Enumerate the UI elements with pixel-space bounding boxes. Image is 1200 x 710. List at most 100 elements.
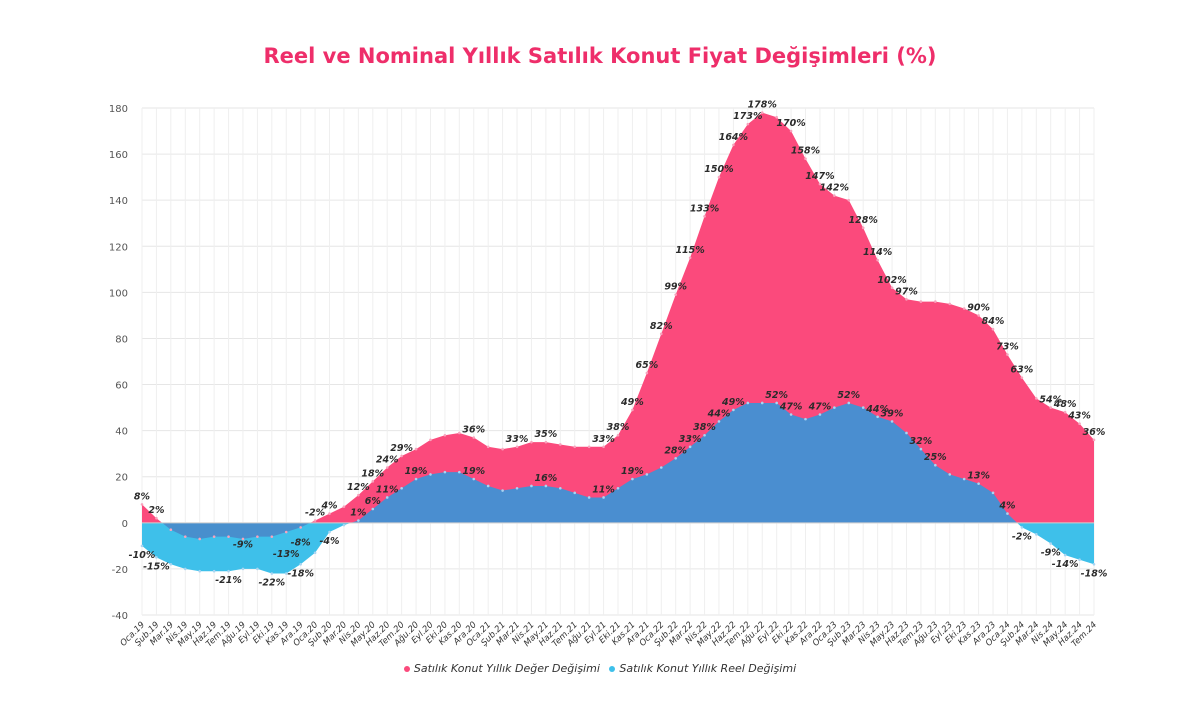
nominal-point (1049, 406, 1053, 409)
reel-point (458, 470, 461, 474)
nominal-point (717, 175, 721, 179)
reel-point (544, 484, 548, 488)
nominal-point (328, 512, 331, 515)
reel-data-label: 6% (365, 496, 381, 507)
reel-data-label: 52% (765, 390, 788, 401)
nominal-point (948, 302, 952, 306)
reel-point (559, 486, 562, 490)
reel-point (1063, 553, 1067, 557)
y-tick-label: -20 (112, 565, 128, 576)
nominal-point (789, 129, 793, 133)
chart-title: Reel ve Nominal Yıllık Satılık Konut Fiy… (263, 44, 937, 68)
nominal-point (486, 445, 490, 449)
reel-point (833, 406, 836, 409)
reel-point (155, 556, 158, 559)
reel-data-label: -14% (1052, 559, 1079, 570)
legend: Satılık Konut Yıllık Değer Değişimi Satı… (0, 662, 1200, 675)
reel-point (414, 477, 418, 481)
reel-point (241, 567, 245, 571)
nominal-data-label: 97% (895, 286, 918, 297)
reel-point (1020, 526, 1024, 529)
nominal-data-label: 36% (462, 425, 485, 436)
nominal-point (256, 535, 259, 538)
reel-point (746, 401, 750, 405)
nominal-data-label: 43% (1067, 411, 1091, 422)
nominal-point (155, 516, 158, 520)
reel-data-label: 4% (998, 501, 1015, 512)
reel-point (861, 406, 865, 409)
reel-point (631, 477, 634, 481)
nominal-point (212, 535, 216, 538)
nominal-point (1063, 410, 1067, 414)
nominal-point (284, 530, 288, 534)
reel-point (890, 420, 894, 423)
nominal-point (962, 307, 966, 310)
nominal-data-label: 36% (1083, 427, 1106, 438)
nominal-point (1020, 376, 1024, 379)
nominal-data-label: 150% (704, 164, 733, 175)
reel-point (212, 569, 216, 573)
reel-data-label: -21% (215, 575, 242, 586)
nominal-point (746, 122, 750, 126)
nominal-data-label: 178% (748, 100, 777, 111)
nominal-point (371, 480, 375, 483)
reel-data-label: -15% (143, 561, 170, 572)
reel-data-label: 47% (779, 402, 803, 413)
reel-point (905, 431, 908, 435)
nominal-point (804, 157, 807, 160)
reel-point (934, 463, 937, 467)
reel-point (804, 417, 807, 421)
y-tick-label: 160 (109, 150, 128, 161)
reel-point (659, 466, 663, 469)
reel-point (530, 484, 533, 488)
nominal-point (501, 447, 504, 451)
nominal-point (977, 314, 980, 317)
nominal-point (732, 143, 735, 147)
reel-data-label: 13% (967, 471, 990, 482)
nominal-point (659, 332, 663, 336)
nominal-data-label: 128% (849, 215, 878, 226)
reel-point (775, 401, 778, 405)
nominal-data-label: 2% (148, 505, 164, 516)
nominal-point (616, 433, 620, 437)
nominal-point (357, 493, 360, 497)
reel-point (688, 445, 692, 449)
nominal-point (241, 537, 245, 541)
reel-area-positive (142, 402, 1094, 523)
nominal-point (602, 445, 605, 449)
nominal-point (544, 440, 548, 444)
nominal-point (919, 300, 923, 303)
reel-data-label: 52% (837, 390, 860, 401)
nominal-data-label: 24% (376, 455, 399, 466)
reel-point (140, 544, 144, 548)
nominal-data-label: 65% (635, 360, 658, 371)
nominal-data-label: -9% (233, 540, 253, 551)
nominal-data-label: 63% (1011, 365, 1034, 376)
reel-point (962, 477, 966, 481)
reel-point (602, 496, 605, 499)
reel-point (328, 530, 331, 534)
reel-point (443, 470, 447, 474)
reel-point (429, 473, 432, 476)
reel-point (515, 486, 519, 490)
nominal-data-label: 38% (607, 422, 630, 433)
nominal-data-label: 33% (506, 434, 529, 445)
y-tick-label: 20 (115, 473, 128, 484)
nominal-point (342, 505, 346, 508)
reel-point (385, 496, 389, 499)
nominal-data-label: 158% (791, 146, 820, 157)
nominal-point (140, 503, 144, 506)
reel-data-label: 19% (405, 466, 428, 477)
nominal-point (458, 431, 461, 435)
nominal-point (1035, 397, 1038, 400)
nominal-data-label: -13% (273, 549, 300, 560)
nominal-point (674, 293, 677, 296)
reel-data-label: 25% (924, 452, 947, 463)
nominal-point (760, 111, 764, 114)
reel-data-label: -4% (319, 536, 339, 547)
reel-point (674, 456, 677, 460)
nominal-data-label: -2% (305, 508, 325, 519)
nominal-point (472, 436, 476, 439)
